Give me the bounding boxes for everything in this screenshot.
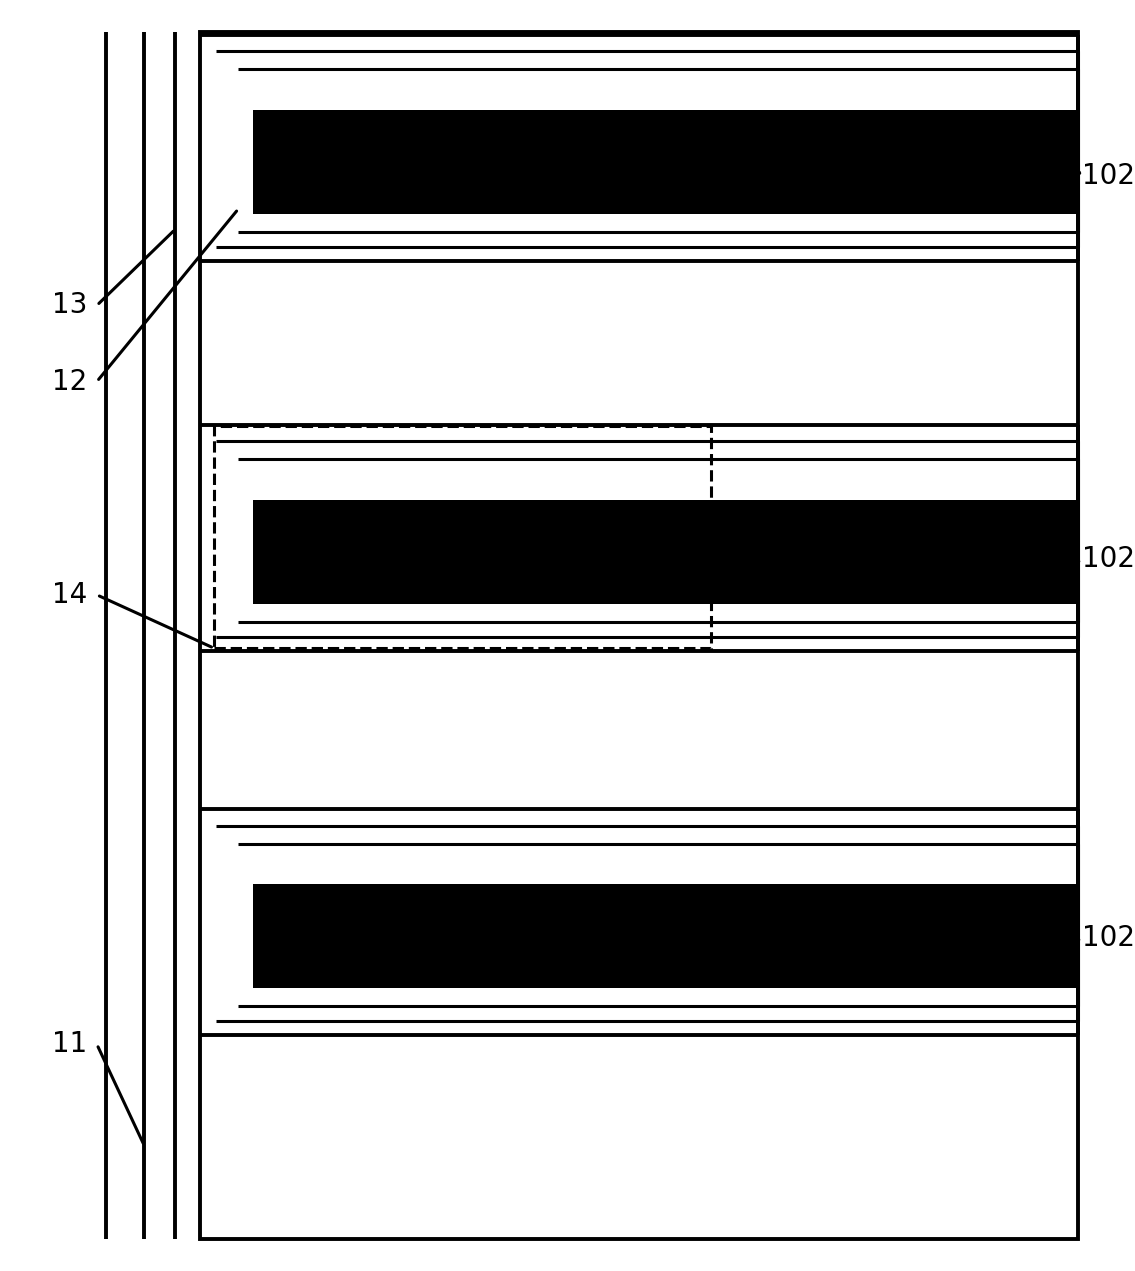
Text: 101: 101 [611,113,669,142]
Text: 12: 12 [51,367,87,395]
Text: 102: 102 [1082,161,1135,189]
Bar [253,500,1079,604]
Text: 11: 11 [51,1031,87,1059]
Bar [253,109,1079,214]
Bar [200,33,1078,1238]
Bar [253,885,1079,989]
Text: 101: 101 [611,507,669,536]
Bar [215,426,712,648]
Text: 101: 101 [611,902,669,932]
Text: 102: 102 [1082,924,1135,952]
Text: 13: 13 [51,291,87,319]
Text: 14: 14 [51,581,87,609]
Text: 102: 102 [1082,545,1135,573]
